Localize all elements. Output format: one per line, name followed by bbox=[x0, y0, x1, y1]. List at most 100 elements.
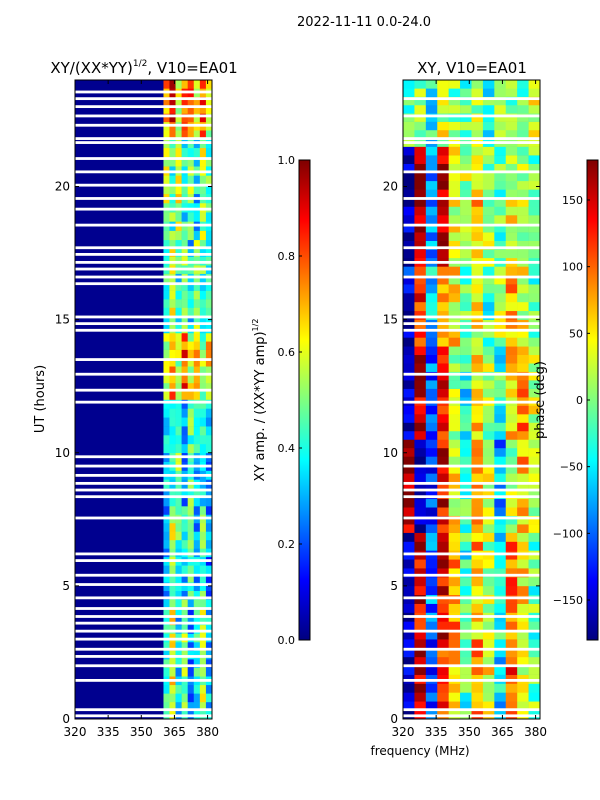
amp-cell bbox=[193, 522, 201, 532]
phase-cell bbox=[425, 665, 438, 675]
phase-cell bbox=[414, 104, 427, 114]
amp-cell bbox=[163, 624, 170, 634]
phase-cell bbox=[482, 447, 495, 457]
phase-cell bbox=[528, 337, 541, 347]
phase-cell bbox=[517, 104, 529, 114]
phase-ytick-label: 5 bbox=[390, 579, 398, 593]
amp-cell bbox=[181, 616, 188, 626]
phase-cell bbox=[494, 380, 507, 389]
phase-cell bbox=[403, 585, 415, 596]
phase-gap-row bbox=[403, 275, 540, 279]
phase-cell bbox=[460, 405, 472, 415]
phase-cell bbox=[460, 310, 472, 320]
phase-cell bbox=[448, 577, 461, 587]
amp-cell bbox=[169, 650, 176, 660]
phase-cell bbox=[528, 146, 541, 156]
phase-cell bbox=[471, 683, 484, 693]
amp-cell bbox=[175, 488, 182, 498]
phase-cell bbox=[414, 80, 427, 89]
phase-cell bbox=[403, 232, 415, 241]
phase-cbar-tick-label: 0 bbox=[576, 394, 583, 407]
amp-cell bbox=[187, 307, 195, 317]
amp-cell bbox=[163, 531, 170, 541]
amp-cell bbox=[193, 80, 201, 89]
phase-cell bbox=[414, 310, 427, 320]
phase-cell bbox=[425, 113, 438, 122]
phase-cell bbox=[494, 104, 507, 114]
phase-cell bbox=[494, 498, 507, 508]
phase-cell bbox=[414, 197, 427, 207]
amp-cell bbox=[169, 290, 176, 300]
phase-cell bbox=[482, 371, 495, 381]
phase-cell bbox=[482, 585, 495, 596]
phase-cell bbox=[471, 439, 484, 449]
amp-cell bbox=[163, 290, 170, 300]
amp-cell bbox=[163, 212, 170, 222]
phase-cell bbox=[482, 524, 495, 533]
phase-cell bbox=[425, 630, 438, 640]
amp-cell bbox=[205, 324, 213, 334]
amp-cell bbox=[181, 506, 188, 515]
phase-cell bbox=[517, 223, 529, 233]
phase-cell bbox=[414, 337, 427, 347]
amp-cell bbox=[175, 230, 182, 241]
phase-cell bbox=[425, 189, 438, 199]
amp-cell bbox=[163, 667, 170, 677]
amp-cell bbox=[205, 248, 213, 257]
phase-cell bbox=[437, 515, 449, 525]
phase-cell bbox=[448, 507, 461, 516]
phase-cell bbox=[505, 363, 518, 372]
phase-cell bbox=[517, 405, 529, 415]
phase-cell bbox=[505, 180, 518, 190]
phase-cell bbox=[448, 301, 461, 312]
phase-cell bbox=[437, 380, 449, 389]
phase-cell bbox=[471, 172, 484, 182]
phase-cell bbox=[471, 656, 484, 667]
amp-gap-row bbox=[75, 114, 212, 118]
phase-cell bbox=[482, 189, 495, 199]
amp-cell bbox=[169, 147, 176, 158]
amp-cell bbox=[193, 374, 201, 384]
phase-cell bbox=[517, 293, 529, 303]
phase-cell bbox=[517, 630, 529, 640]
phase-cell bbox=[494, 532, 507, 542]
amp-cell bbox=[187, 366, 195, 375]
amp-cell bbox=[199, 175, 207, 185]
phase-cell bbox=[448, 532, 461, 542]
amp-gap-row bbox=[75, 157, 212, 160]
phase-cell bbox=[494, 337, 507, 347]
amp-cell bbox=[199, 659, 207, 668]
phase-cell bbox=[471, 104, 484, 114]
phase-cell bbox=[517, 683, 529, 693]
amp-cell bbox=[199, 366, 207, 375]
amp-cell bbox=[181, 607, 188, 617]
amp-cell bbox=[187, 230, 195, 241]
amp-cell bbox=[205, 202, 213, 213]
amp-cell bbox=[205, 156, 213, 167]
amp-cell bbox=[199, 426, 207, 436]
amp-cell bbox=[175, 684, 182, 694]
amp-title-main: XY/(XX*YY) bbox=[50, 59, 133, 77]
amp-cell bbox=[187, 522, 195, 532]
phase-cell bbox=[528, 275, 541, 285]
phase-cell bbox=[494, 414, 507, 423]
amp-cell bbox=[205, 366, 213, 375]
amp-cell bbox=[187, 105, 195, 114]
phase-cell bbox=[403, 507, 415, 516]
phase-cell bbox=[471, 146, 484, 156]
phase-cell bbox=[482, 104, 495, 114]
phase-cell bbox=[505, 498, 518, 508]
phase-cell bbox=[414, 363, 427, 372]
phase-cell bbox=[403, 388, 415, 398]
phase-cell bbox=[403, 524, 415, 533]
phase-xtick-label: 365 bbox=[491, 725, 514, 739]
phase-cell bbox=[460, 701, 472, 711]
phase-cell bbox=[437, 422, 449, 432]
amp-cell bbox=[205, 607, 213, 617]
amp-cell bbox=[205, 582, 213, 592]
phase-cell bbox=[494, 585, 507, 596]
amp-gap-row bbox=[75, 183, 212, 187]
phase-cell bbox=[414, 630, 427, 640]
phase-gap-row bbox=[403, 322, 540, 326]
phase-cell bbox=[528, 121, 541, 131]
